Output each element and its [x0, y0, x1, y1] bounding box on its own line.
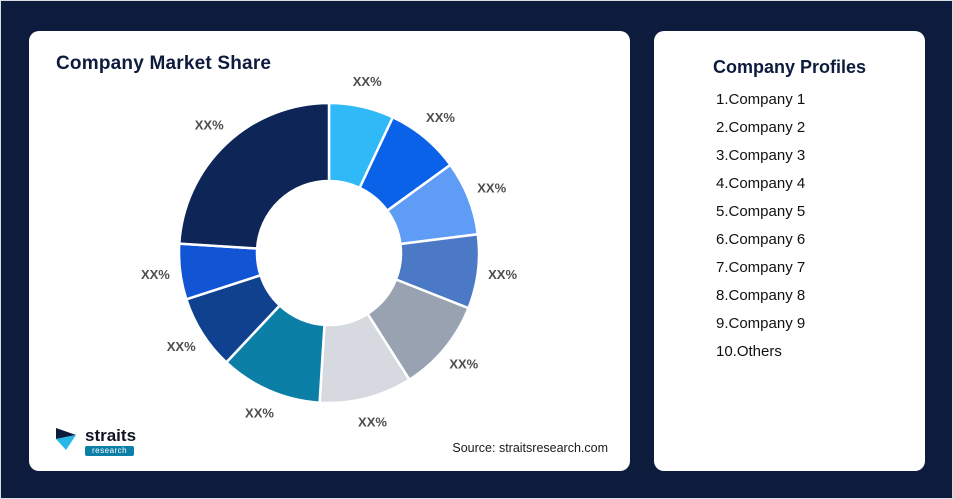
company-profiles-list: 1.Company 1 2.Company 2 3.Company 3 4.Co…: [654, 86, 925, 366]
segment-label-3: XX%: [477, 181, 506, 196]
segment-label-4: XX%: [488, 267, 517, 282]
profile-item-9: 9.Company 9: [716, 315, 806, 332]
logo-subtitle: research: [85, 446, 135, 456]
profile-item-8: 8.Company 8: [716, 287, 806, 304]
chart-title: Company Market Share: [56, 53, 272, 74]
profile-item-6: 6.Company 6: [716, 231, 806, 248]
logo-mark-icon: [53, 426, 79, 457]
profile-item-3: 3.Company 3: [716, 147, 806, 164]
profile-item-2: 2.Company 2: [716, 119, 806, 136]
profile-item-5: 5.Company 5: [716, 203, 806, 220]
segment-label-1: XX%: [353, 74, 382, 89]
straits-research-logo: straits research: [53, 426, 136, 457]
profile-item-7: 7.Company 7: [716, 259, 806, 276]
segment-label-9: XX%: [141, 267, 170, 282]
market-share-card: Company Market Share XX% XX% XX% XX% XX% XX% X…: [29, 31, 630, 471]
logo-text: straits research: [85, 427, 136, 456]
logo-name: straits: [85, 426, 137, 445]
company-profiles-card: Company Profiles 1.Company 1 2.Company 2…: [654, 31, 925, 471]
segment-label-7: XX%: [245, 406, 274, 421]
profiles-title: Company Profiles: [712, 57, 867, 77]
segment-label-2: XX%: [426, 110, 455, 125]
market-share-donut: XX% XX% XX% XX% XX% XX% XX% XX% XX% XX%: [141, 74, 518, 430]
segment-label-5: XX%: [449, 357, 478, 372]
segment-label-10: XX%: [195, 117, 224, 132]
segment-label-6: XX%: [358, 415, 387, 430]
donut-segment-10: [178, 101, 331, 250]
source-attribution: Source: straitsresearch.com: [452, 441, 608, 455]
profile-item-10: 10.Others: [716, 343, 782, 360]
profile-item-4: 4.Company 4: [716, 175, 806, 192]
profile-item-1: 1.Company 1: [716, 91, 806, 108]
segment-label-8: XX%: [167, 339, 196, 354]
